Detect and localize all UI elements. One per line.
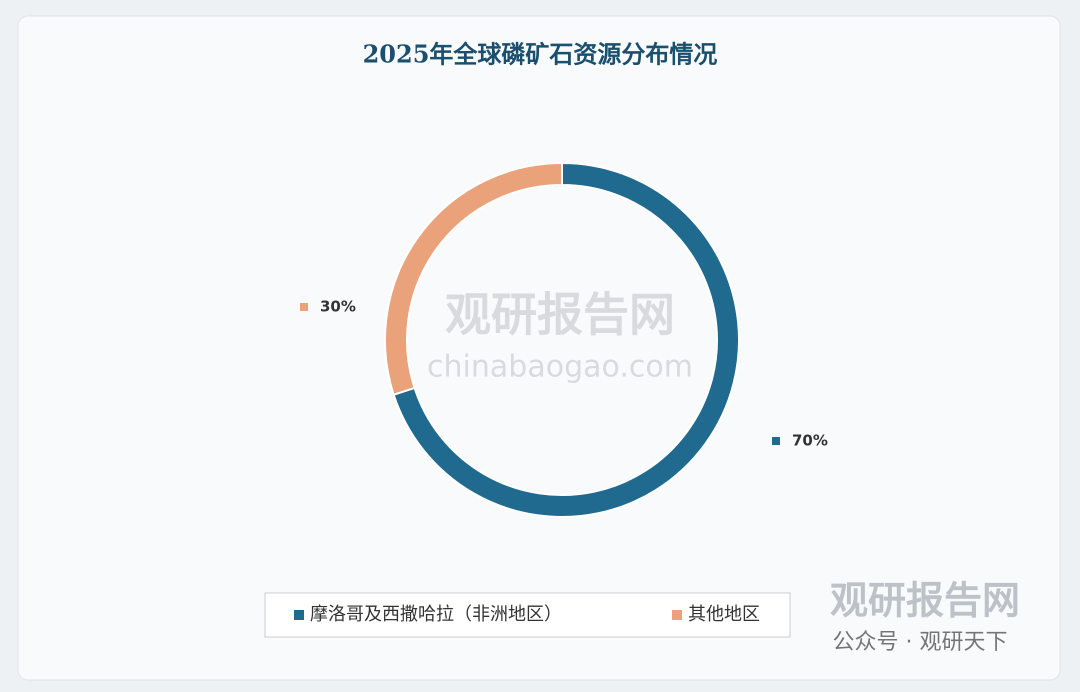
data-label: 30%: [320, 298, 356, 316]
watermark: 公众号 · 观研天下: [833, 630, 1008, 655]
label-swatch: [772, 437, 780, 445]
watermark: chinabaogao.com: [427, 350, 693, 385]
watermark: 观研报告网: [445, 288, 675, 342]
card: [17, 15, 1061, 681]
watermark: 观研报告网: [830, 579, 1020, 623]
legend-label: 其他地区: [688, 604, 760, 625]
legend-box: [264, 592, 791, 638]
legend-swatch: [294, 610, 304, 620]
donut-slice: [384, 161, 563, 396]
legend-swatch: [672, 610, 682, 620]
label-swatch: [300, 303, 308, 311]
legend-label: 摩洛哥及西撒哈拉（非洲地区）: [310, 604, 562, 625]
chart-title: 2025年全球磷矿石资源分布情况: [363, 40, 718, 69]
marks: 70% 摩洛哥及西撒哈拉（非洲地区） 30% 其他地区: [294, 161, 828, 625]
data-label: 70%: [792, 432, 828, 450]
donut-slice: [392, 161, 740, 518]
